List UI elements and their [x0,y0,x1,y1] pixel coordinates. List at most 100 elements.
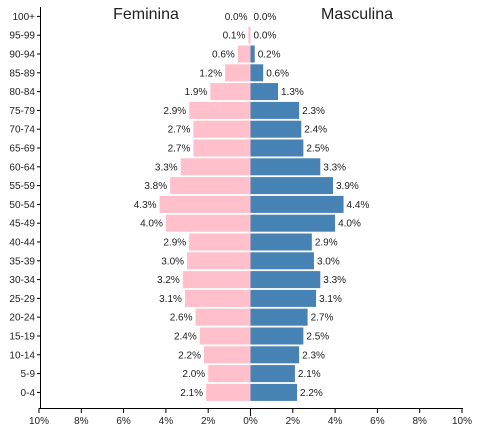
y-tick-label: 55-59 [9,181,35,192]
y-tick-label: 80-84 [9,87,35,98]
male-value-label: 2.4% [304,125,327,136]
y-tick-label: 40-44 [9,238,35,249]
female-value-label: 2.9% [163,106,186,117]
y-tick-label: 90-94 [9,50,35,61]
male-bar-10-14 [250,346,300,364]
y-tick-label: 60-64 [9,162,35,173]
female-bar-50-54 [159,195,251,213]
female-bar-25-29 [184,289,251,307]
male-bar-45-49 [250,214,336,232]
male-bar-55-59 [250,177,333,195]
male-value-label: 2.1% [298,369,321,380]
male-bar-70-74 [250,120,302,138]
male-title: Masculina [321,6,393,23]
female-bar-95-99 [248,26,251,44]
male-bar-15-19 [250,327,304,345]
male-value-label: 3.1% [319,294,342,305]
male-bar-0-4 [250,383,298,401]
male-value-label: 4.0% [338,219,361,230]
y-tick-label: 65-69 [9,144,35,155]
female-bar-10-14 [203,346,251,364]
female-bar-70-74 [193,120,251,138]
y-tick-label: 20-24 [9,313,35,324]
male-bar-25-29 [250,289,317,307]
x-tick-label: 4% [328,416,343,427]
female-value-label: 2.0% [182,369,205,380]
female-value-label: 2.2% [178,350,201,361]
x-tick-label: 4% [159,416,174,427]
female-value-label: 0.0% [225,12,248,23]
female-value-label: 1.2% [199,68,222,79]
y-tick-label: 10-14 [9,350,35,361]
male-bar-5-9 [250,365,295,383]
female-value-label: 4.3% [134,200,157,211]
x-tick-label: 2% [286,416,301,427]
female-value-label: 3.1% [159,294,182,305]
y-tick-label: 15-19 [9,332,35,343]
y-tick-label: 5-9 [21,369,36,380]
female-value-label: 4.0% [140,219,163,230]
male-value-label: 2.3% [302,106,325,117]
x-axis: 10% 8% 6% 4% 2% 0% 2% 4% 6% 8% 10% [29,408,472,427]
male-bar-90-94 [250,45,255,63]
female-value-label: 2.7% [168,125,191,136]
male-bar-40-44 [250,233,312,251]
x-tick-label: 8% [412,416,427,427]
female-bar-55-59 [170,177,251,195]
y-tick-label: 70-74 [9,125,35,136]
x-tick-label: 10% [29,416,49,427]
x-tick-label: 10% [452,416,472,427]
x-tick-label: 2% [201,416,216,427]
female-bar-5-9 [208,365,251,383]
female-bar-60-64 [180,158,251,176]
y-tick-label: 75-79 [9,106,35,117]
x-tick-label: 0% [243,416,258,427]
x-tick-label: 8% [74,416,89,427]
male-bar-30-34 [250,271,321,289]
bars-group: 0.0% 0.0% 0.1% 0.0% 0.6% 0.2% 1.2% 0.6% 1.9% 1.3%… [134,12,369,401]
y-tick-label: 35-39 [9,256,35,267]
y-tick-label: 95-99 [9,31,35,42]
female-value-label: 2.6% [170,313,193,324]
male-value-label: 2.5% [306,332,329,343]
y-tick-label: 85-89 [9,68,35,79]
female-bar-15-19 [199,327,251,345]
male-bar-75-79 [250,101,300,119]
female-value-label: 0.6% [212,50,235,61]
y-tick-label: 50-54 [9,200,35,211]
male-value-label: 1.3% [281,87,304,98]
female-title: Feminina [113,6,179,23]
male-bar-80-84 [250,83,278,101]
female-value-label: 3.0% [161,256,184,267]
female-bar-35-39 [187,252,251,270]
y-axis: 100+ 95-99 90-94 85-89 80-84 75-79 70-74 65-69 6… [9,7,41,408]
female-bar-40-44 [189,233,251,251]
female-value-label: 3.8% [144,181,167,192]
female-value-label: 3.3% [155,162,178,173]
female-bar-30-34 [182,271,251,289]
male-bar-35-39 [250,252,314,270]
male-bar-60-64 [250,158,321,176]
female-value-label: 3.2% [157,275,180,286]
female-bar-85-89 [225,64,251,82]
male-value-label: 0.2% [258,50,281,61]
male-value-label: 3.9% [336,181,359,192]
male-value-label: 2.3% [302,350,325,361]
male-bar-65-69 [250,139,304,157]
female-value-label: 2.9% [163,238,186,249]
female-bar-90-94 [237,45,251,63]
male-value-label: 2.7% [311,313,334,324]
y-tick-label: 30-34 [9,275,35,286]
male-value-label: 3.3% [323,275,346,286]
male-value-label: 0.0% [254,12,277,23]
female-bar-0-4 [206,383,251,401]
female-bar-80-84 [210,83,251,101]
female-value-label: 2.1% [180,388,203,399]
male-bar-20-24 [250,308,308,326]
male-value-label: 3.3% [323,162,346,173]
x-tick-label: 6% [116,416,131,427]
female-value-label: 0.1% [223,31,246,42]
male-bar-85-89 [250,64,264,82]
x-tick-label: 6% [370,416,385,427]
